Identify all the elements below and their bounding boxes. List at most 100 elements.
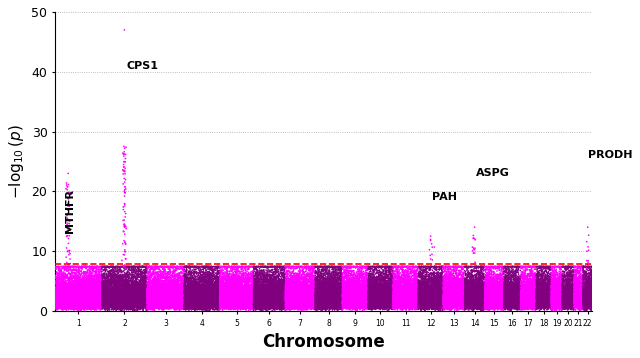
Point [545,292,555,297]
Point [584,288,594,294]
Point [582,290,593,295]
Point [275,290,285,296]
Point [239,271,250,276]
Point [459,288,469,294]
Point [508,270,518,276]
Point [77,287,88,292]
Point [190,291,200,297]
Point [245,299,255,305]
Point [129,264,140,270]
Point [284,300,294,305]
Point [64,292,74,298]
Point [224,292,234,298]
Point [509,292,519,297]
Point [294,299,304,304]
Point [212,293,223,299]
Point [473,281,483,286]
Point [388,297,399,303]
Point [416,307,426,313]
Point [354,279,364,285]
Point [532,276,543,282]
Point [197,298,207,304]
Point [400,297,410,303]
Point [242,294,252,300]
Point [197,304,207,310]
Point [493,296,504,302]
Point [233,297,243,303]
Point [407,296,417,302]
Point [279,264,289,270]
Point [163,303,173,309]
Point [543,299,553,305]
Point [58,287,68,292]
Point [473,282,483,288]
Point [86,299,96,304]
Point [437,296,447,302]
Point [244,290,255,296]
Point [542,290,552,296]
Point [546,294,556,300]
Point [319,297,330,303]
Point [515,297,525,303]
Point [369,295,379,301]
Point [564,297,574,303]
Point [287,292,297,298]
Point [417,299,427,304]
Point [88,282,99,287]
Point [291,279,301,284]
Point [275,285,285,290]
Point [381,300,392,305]
Point [243,278,253,284]
Point [98,283,108,289]
Point [319,296,330,302]
Point [90,296,100,302]
Point [354,294,364,300]
Point [299,296,309,302]
Point [236,285,246,291]
Point [390,297,400,303]
Point [121,297,131,303]
Point [108,287,118,292]
Point [506,293,516,299]
Point [294,297,304,303]
Point [307,301,317,307]
Point [220,282,230,287]
Point [415,295,425,300]
Point [387,299,397,305]
Point [372,302,383,308]
Point [454,302,465,308]
Point [319,286,330,292]
Point [249,305,259,311]
Point [416,284,426,289]
Point [356,297,366,303]
Point [576,300,586,305]
Point [391,264,401,270]
Point [552,275,563,281]
Point [291,276,301,282]
Point [271,299,282,305]
Point [407,301,417,307]
Point [465,293,476,299]
Point [157,285,168,290]
Point [402,294,412,300]
Point [472,303,483,309]
Point [200,276,211,282]
Point [573,264,583,270]
Point [61,287,72,293]
Point [303,270,313,276]
Point [194,290,204,296]
Point [330,298,340,304]
Point [157,284,167,290]
Point [88,282,98,287]
Point [439,307,449,313]
Point [458,301,468,307]
Point [357,291,367,297]
Point [469,295,479,301]
Point [339,304,349,309]
Point [274,302,284,308]
Point [497,264,508,270]
Point [271,292,281,298]
Point [325,297,335,303]
Point [413,289,423,295]
Point [449,268,459,274]
